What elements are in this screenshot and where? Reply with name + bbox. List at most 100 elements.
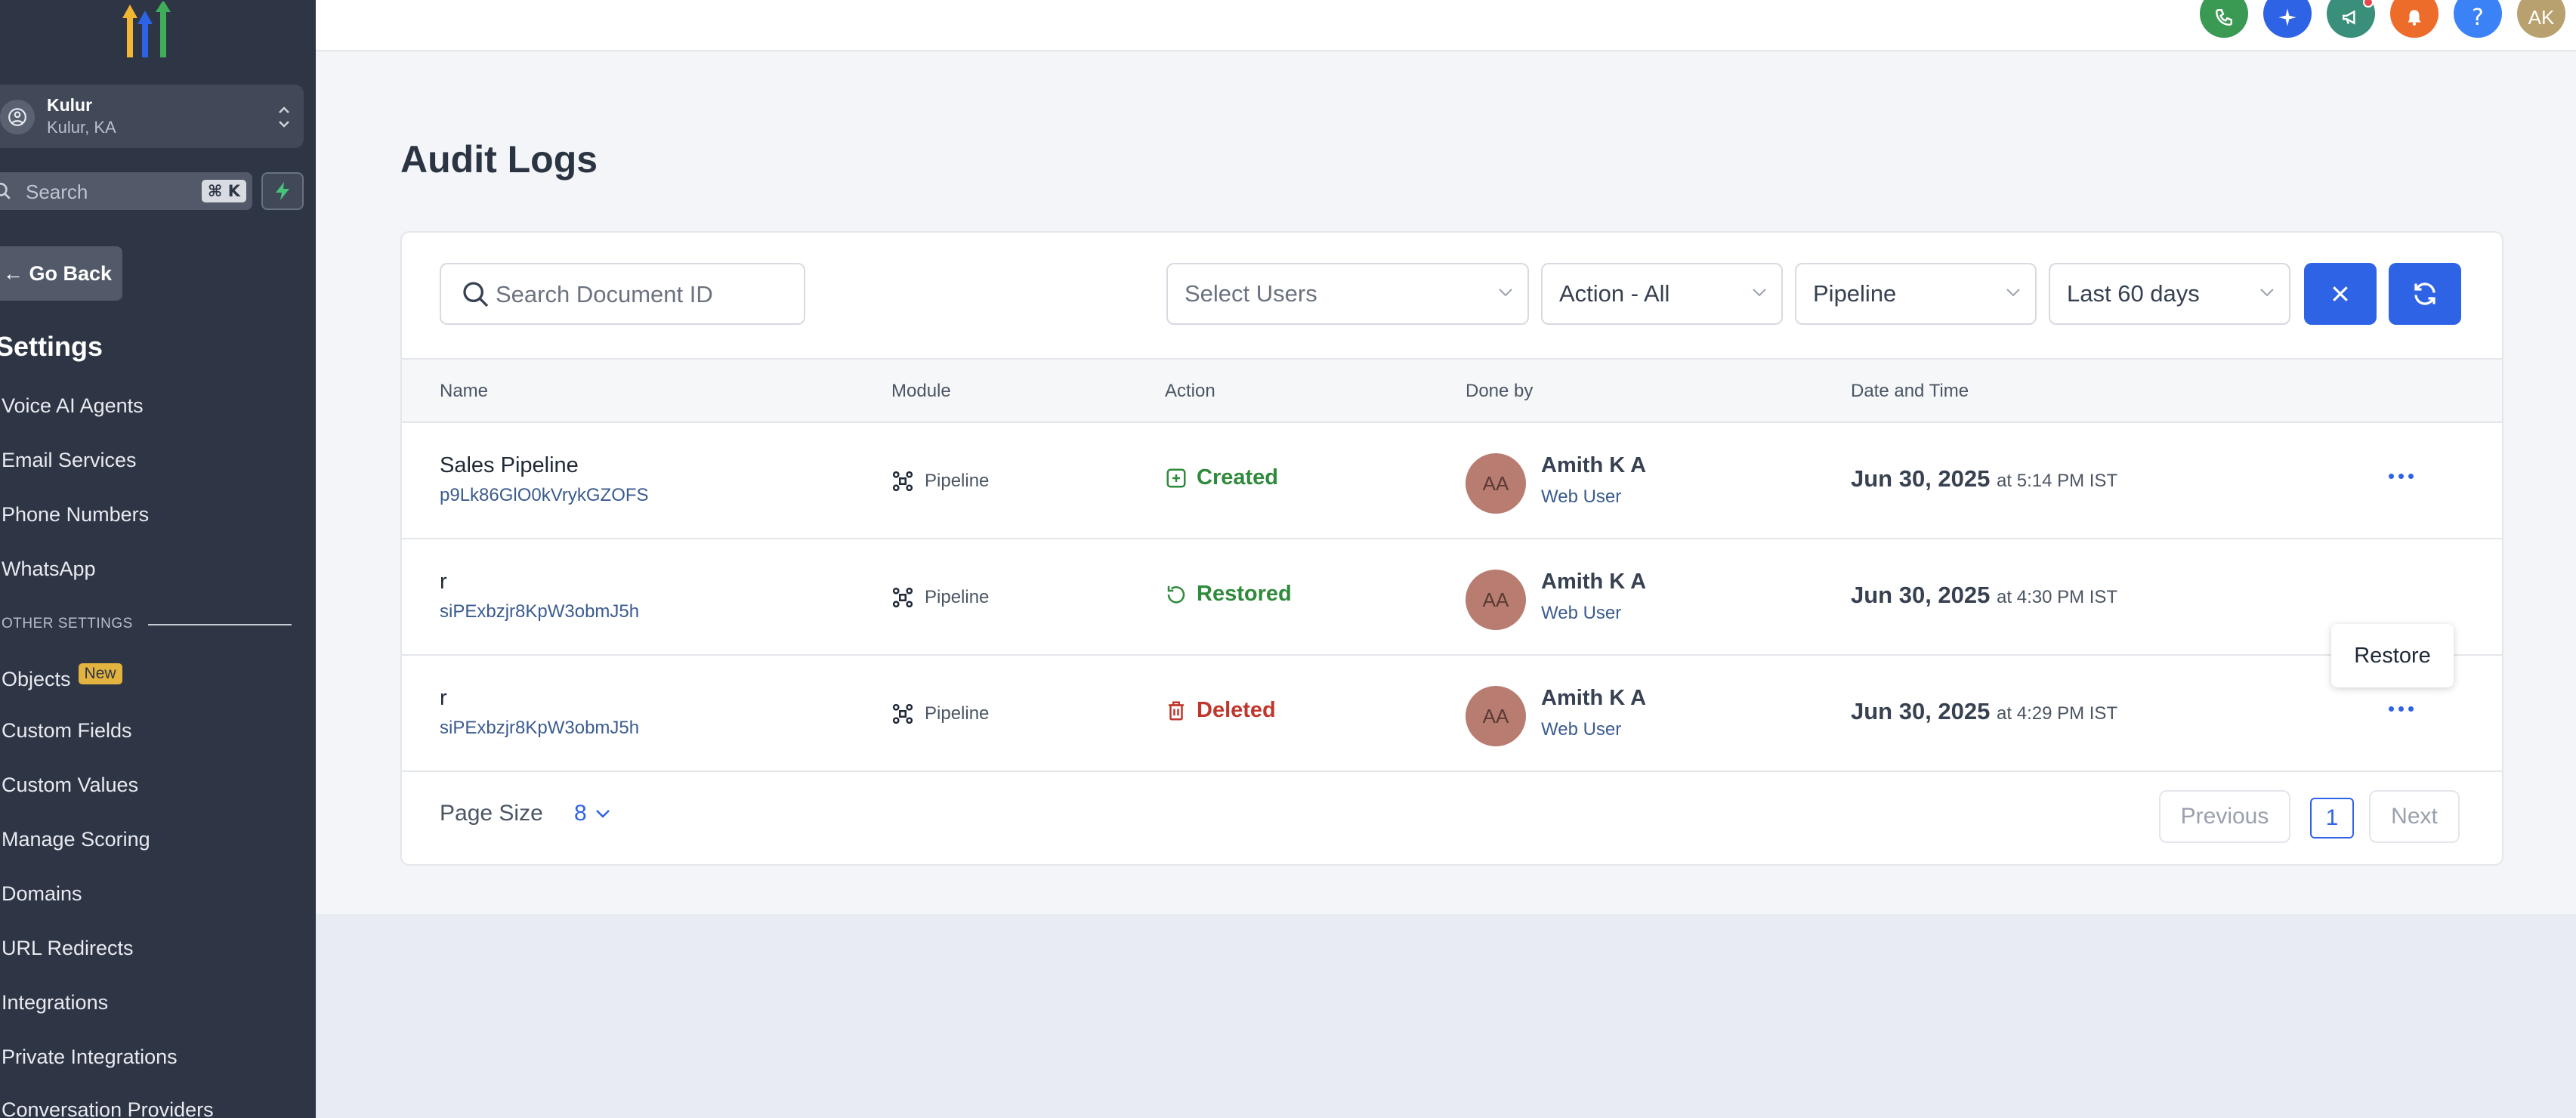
sidebar-item-domains[interactable]: Domains	[2, 882, 82, 905]
row-date-value: Jun 30, 2025	[1851, 582, 1991, 608]
row-action: Deleted	[1165, 698, 1276, 723]
row-date-value: Jun 30, 2025	[1851, 698, 1991, 724]
page-size-label: Page Size	[440, 801, 543, 826]
sidebar-search-input[interactable]: Search	[26, 181, 88, 203]
help-icon[interactable]: ?	[2454, 0, 2502, 38]
restore-menu-item[interactable]: Restore	[2331, 624, 2454, 687]
location-icon	[0, 100, 35, 134]
location-switcher[interactable]: Kulur Kulur, KA	[0, 85, 304, 148]
action-filter-dropdown[interactable]: Action - All	[1541, 263, 1783, 325]
section-label-other-settings: OTHER SETTINGS	[2, 616, 133, 632]
sidebar-item-manage-scoring[interactable]: Manage Scoring	[2, 828, 150, 851]
column-name: Name	[440, 381, 489, 401]
notification-dot	[2363, 0, 2374, 8]
settings-title: Settings	[0, 331, 103, 362]
megaphone-icon[interactable]	[2327, 0, 2375, 38]
more-options-button[interactable]	[2378, 461, 2423, 491]
document-search[interactable]: Search Document ID	[440, 263, 805, 325]
previous-page-button[interactable]: Previous	[2159, 790, 2290, 843]
chevron-down-icon	[2006, 289, 2020, 297]
sidebar-item-integrations[interactable]: Integrations	[2, 991, 109, 1014]
chevron-down-icon	[595, 810, 610, 818]
search-icon	[0, 181, 12, 205]
bell-icon[interactable]	[2390, 0, 2439, 38]
arrow-left-icon: ←	[3, 262, 29, 285]
next-page-button[interactable]: Next	[2369, 790, 2460, 843]
row-action-label: Created	[1197, 465, 1278, 490]
page-number-button[interactable]: 1	[2310, 798, 2354, 838]
sidebar: Kulur Kulur, KA Search ⌘ K ← Go Back Set…	[0, 0, 316, 1118]
quick-actions-button[interactable]	[261, 172, 304, 210]
date-range-value: Last 60 days	[2067, 280, 2200, 307]
row-user-name: Amith K A	[1541, 453, 1647, 477]
close-icon	[2333, 286, 2348, 301]
chevron-down-icon	[1499, 289, 1512, 297]
search-document-input[interactable]: Search Document ID	[496, 281, 713, 307]
row-module-label: Pipeline	[925, 703, 990, 724]
sidebar-item-phone-numbers[interactable]: Phone Numbers	[2, 503, 150, 526]
go-back-button[interactable]: ← Go Back	[0, 246, 122, 301]
sidebar-search[interactable]: Search ⌘ K	[0, 172, 252, 210]
sidebar-item-whatsapp[interactable]: WhatsApp	[2, 557, 96, 580]
new-badge: New	[78, 663, 122, 684]
search-icon	[461, 280, 491, 313]
table-header: Name Module Action Done by Date and Time	[402, 358, 2502, 423]
sidebar-item-url-redirects[interactable]: URL Redirects	[2, 937, 134, 959]
row-module-label: Pipeline	[925, 471, 990, 491]
table-row: Sales Pipeline p9Lk86GlO0kVrykGZOFS Pipe…	[402, 423, 2502, 539]
help-glyph: ?	[2472, 4, 2484, 31]
module-filter-dropdown[interactable]: Pipeline	[1795, 263, 2037, 325]
table-row: r siPExbzjr8KpW3obmJ5h Pipeline Deleted …	[402, 656, 2502, 772]
avatar: AA	[1466, 570, 1526, 630]
module-filter-value: Pipeline	[1813, 280, 1897, 307]
sidebar-item-voice-ai-agents[interactable]: Voice AI Agents	[2, 394, 144, 417]
sparkle-icon[interactable]	[2263, 0, 2312, 38]
page-size-select[interactable]: 8	[574, 801, 611, 826]
brand-logo-icon[interactable]	[113, 0, 181, 59]
page-size-value: 8	[574, 801, 587, 826]
row-time-value: at 5:14 PM IST	[1997, 471, 2118, 491]
row-action: Created	[1165, 465, 1278, 490]
row-module: Pipeline	[891, 703, 989, 725]
chevron-up-down-icon	[276, 100, 292, 134]
select-users-dropdown[interactable]: Select Users	[1166, 263, 1529, 325]
column-done-by: Done by	[1466, 381, 1534, 401]
row-date-value: Jun 30, 2025	[1851, 465, 1991, 492]
row-time-value: at 4:29 PM IST	[1997, 703, 2118, 724]
row-date: Jun 30, 2025 at 4:30 PM IST	[1851, 582, 2117, 609]
date-range-dropdown[interactable]: Last 60 days	[2049, 263, 2290, 325]
restore-icon	[1167, 585, 1185, 604]
location-name: Kulur	[47, 95, 93, 115]
top-header: ? AK	[316, 0, 2576, 51]
more-options-button[interactable]	[2378, 693, 2423, 724]
row-name: r	[440, 686, 447, 710]
row-user-role: Web User	[1541, 486, 1622, 507]
sidebar-item-private-integrations[interactable]: Private Integrations	[2, 1045, 178, 1068]
row-name: Sales Pipeline	[440, 453, 579, 477]
refresh-button[interactable]	[2389, 263, 2461, 325]
sidebar-item-objects[interactable]: Objects New	[2, 663, 122, 691]
avatar: AA	[1466, 686, 1526, 746]
sidebar-item-custom-values[interactable]: Custom Values	[2, 774, 139, 796]
action-filter-value: Action - All	[1559, 280, 1670, 307]
sidebar-item-custom-fields[interactable]: Custom Fields	[2, 719, 132, 742]
row-document-id[interactable]: siPExbzjr8KpW3obmJ5h	[440, 601, 640, 622]
row-time-value: at 4:30 PM IST	[1997, 587, 2118, 607]
phone-icon[interactable]	[2200, 0, 2248, 38]
column-action: Action	[1165, 381, 1215, 401]
sidebar-item-conversation-providers[interactable]: Conversation Providers	[2, 1098, 214, 1118]
clear-filters-button[interactable]	[2304, 263, 2377, 325]
row-document-id[interactable]: p9Lk86GlO0kVrykGZOFS	[440, 485, 649, 505]
user-avatar[interactable]: AK	[2517, 0, 2565, 38]
pipeline-icon	[892, 587, 913, 608]
avatar: AA	[1466, 453, 1526, 514]
go-back-label: Go Back	[29, 262, 113, 285]
row-module: Pipeline	[891, 470, 989, 493]
sidebar-item-label: Objects	[2, 668, 71, 690]
row-action-label: Restored	[1197, 582, 1292, 606]
column-date-time: Date and Time	[1851, 381, 1969, 401]
row-document-id[interactable]: siPExbzjr8KpW3obmJ5h	[440, 718, 640, 738]
sidebar-item-email-services[interactable]: Email Services	[2, 449, 137, 471]
lightning-icon	[276, 182, 289, 200]
pipeline-icon	[892, 471, 913, 492]
